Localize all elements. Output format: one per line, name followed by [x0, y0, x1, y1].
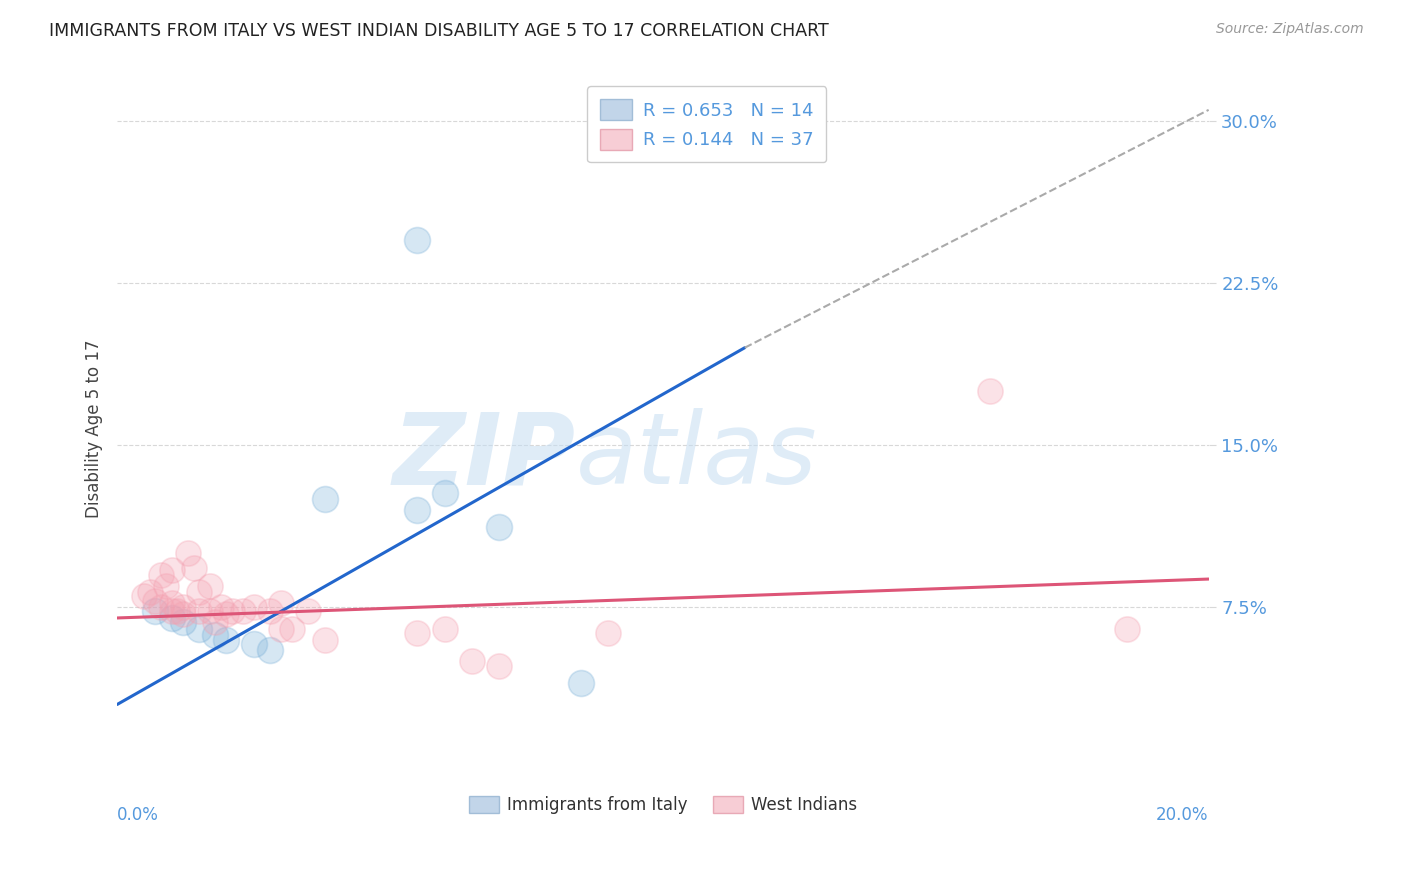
Point — [215, 607, 238, 621]
Point — [160, 611, 183, 625]
Point — [160, 563, 183, 577]
Point — [406, 503, 429, 517]
Point — [433, 622, 456, 636]
Text: atlas: atlas — [575, 409, 817, 506]
Legend: Immigrants from Italy, West Indians: Immigrants from Italy, West Indians — [463, 789, 863, 821]
Point — [433, 485, 456, 500]
Point — [297, 605, 319, 619]
Point — [259, 605, 281, 619]
Point — [177, 546, 200, 560]
Point — [160, 596, 183, 610]
Point — [188, 622, 211, 636]
Point — [569, 675, 592, 690]
Point — [242, 600, 264, 615]
Point — [281, 622, 304, 636]
Point — [145, 593, 167, 607]
Point — [198, 578, 221, 592]
Point — [221, 605, 243, 619]
Point — [270, 622, 292, 636]
Text: 20.0%: 20.0% — [1156, 806, 1209, 824]
Point — [166, 605, 188, 619]
Point — [979, 384, 1001, 398]
Point — [488, 520, 510, 534]
Point — [145, 605, 167, 619]
Point — [139, 585, 162, 599]
Point — [188, 585, 211, 599]
Point — [188, 605, 211, 619]
Point — [215, 632, 238, 647]
Point — [160, 605, 183, 619]
Point — [461, 654, 484, 668]
Point — [172, 600, 194, 615]
Point — [598, 626, 620, 640]
Point — [1115, 622, 1137, 636]
Point — [183, 561, 205, 575]
Point — [172, 615, 194, 630]
Text: ZIP: ZIP — [392, 409, 575, 506]
Point — [314, 632, 336, 647]
Point — [314, 491, 336, 506]
Point — [209, 600, 232, 615]
Point — [134, 590, 156, 604]
Point — [198, 605, 221, 619]
Point — [172, 607, 194, 621]
Text: Source: ZipAtlas.com: Source: ZipAtlas.com — [1216, 22, 1364, 37]
Point — [149, 567, 172, 582]
Y-axis label: Disability Age 5 to 17: Disability Age 5 to 17 — [86, 340, 103, 518]
Point — [204, 628, 226, 642]
Point — [204, 615, 226, 630]
Point — [259, 643, 281, 657]
Point — [242, 637, 264, 651]
Point — [232, 605, 254, 619]
Point — [149, 600, 172, 615]
Text: 0.0%: 0.0% — [117, 806, 159, 824]
Point — [406, 626, 429, 640]
Point — [406, 233, 429, 247]
Point — [155, 578, 177, 592]
Point — [488, 658, 510, 673]
Text: IMMIGRANTS FROM ITALY VS WEST INDIAN DISABILITY AGE 5 TO 17 CORRELATION CHART: IMMIGRANTS FROM ITALY VS WEST INDIAN DIS… — [49, 22, 830, 40]
Point — [270, 596, 292, 610]
